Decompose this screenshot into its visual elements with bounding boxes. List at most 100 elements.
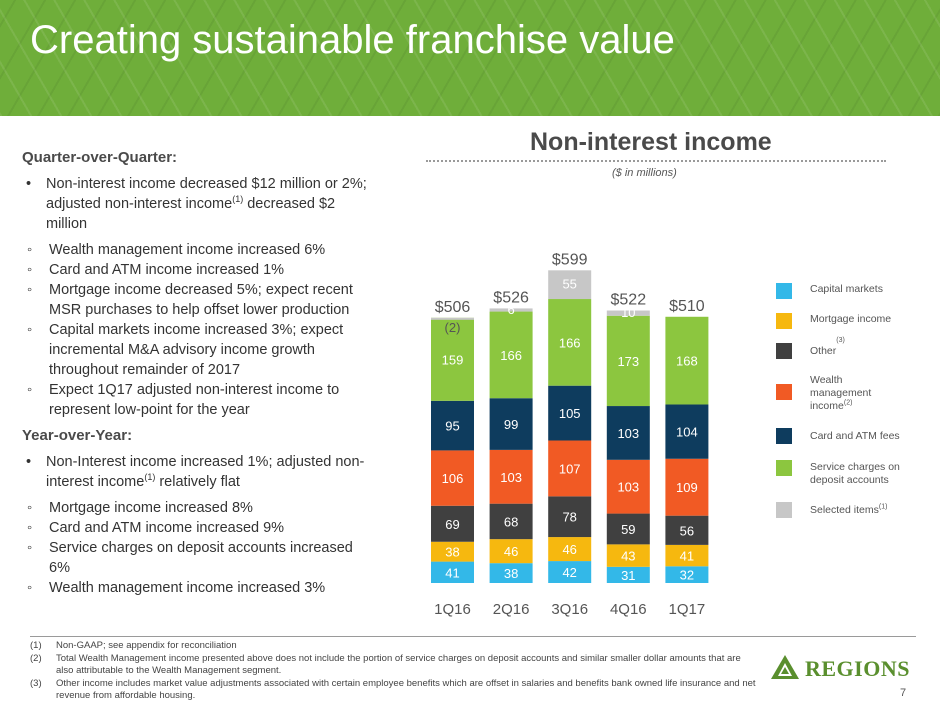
data-label: 10 — [621, 305, 635, 320]
data-label: 69 — [445, 517, 459, 532]
bar-segment — [548, 537, 592, 562]
header-banner: Creating sustainable franchise value — [0, 0, 940, 116]
data-label: 103 — [617, 480, 639, 495]
legend-swatch — [776, 343, 792, 359]
qoq-bullet-text-end: decreased $2 million — [46, 196, 336, 232]
triangle-logo-icon — [771, 655, 799, 679]
data-label: 104 — [676, 425, 698, 440]
data-label: 103 — [500, 470, 522, 485]
data-label: 168 — [676, 354, 698, 369]
qoq-sub-item: Capital markets income increased 3%; exp… — [22, 320, 367, 380]
total-label: $510 — [669, 298, 705, 315]
data-label: 159 — [442, 352, 464, 367]
total-label: $506 — [435, 299, 471, 316]
bar-segment — [606, 459, 650, 514]
qoq-heading: Quarter-over-Quarter: — [22, 149, 178, 166]
total-label: $522 — [611, 292, 647, 309]
legend-label: Other(3) — [810, 336, 845, 358]
data-label: 107 — [559, 461, 581, 476]
legend-swatch — [776, 460, 792, 476]
x-tick-label: 3Q16 — [551, 601, 588, 618]
chart-subtitle: ($ in millions) — [612, 167, 677, 179]
bar-segment — [665, 515, 709, 545]
bar-segment — [548, 496, 592, 538]
bar-segment — [548, 385, 592, 441]
x-tick-label: 1Q16 — [434, 601, 471, 618]
yoy-bullet: Non-Interest income increased 1%; adjust… — [22, 452, 367, 492]
bar-segment — [431, 450, 474, 506]
qoq-sub-item: Wealth management income increased 6% — [22, 240, 367, 260]
footnote-divider — [30, 636, 916, 637]
qoq-sub-item: Expect 1Q17 adjusted non-interest income… — [22, 380, 367, 420]
data-label: 99 — [504, 417, 518, 432]
data-label: 105 — [559, 406, 581, 421]
data-label: 103 — [617, 426, 639, 441]
title-divider — [426, 160, 886, 162]
bar-segment — [665, 566, 709, 583]
legend-swatch — [776, 502, 792, 518]
data-label: 106 — [442, 471, 464, 486]
legend-label: Card and ATM fees — [810, 430, 900, 442]
footnote-number: (1) — [30, 640, 42, 651]
bar-segment — [665, 404, 709, 459]
x-tick-label: 1Q17 — [669, 601, 706, 618]
bar-segment — [606, 315, 650, 407]
x-tick-label: 4Q16 — [610, 601, 647, 618]
total-label: $599 — [552, 251, 588, 268]
stacked-bar-chart: 41 38 69 106 95 159 (2) $506 1Q16 38 46 68 103 99 166 6… — [431, 251, 709, 618]
bar-segment — [489, 539, 533, 564]
data-label: 166 — [500, 348, 522, 363]
footnote-text: Non-GAAP; see appendix for reconciliatio… — [56, 640, 237, 651]
bar-segment — [431, 317, 474, 320]
bar-segment — [548, 299, 592, 386]
data-label: 38 — [445, 545, 459, 560]
legend-label: Selected items(1) — [810, 503, 888, 517]
legend-swatch — [776, 384, 792, 400]
data-label: 55 — [562, 276, 576, 291]
data-label: 42 — [562, 565, 576, 580]
x-tick-label: 2Q16 — [493, 601, 530, 618]
regions-logo: REGIONS — [770, 654, 915, 681]
data-label: 59 — [621, 522, 635, 537]
footnotes: (1) Non-GAAP; see appendix for reconcilia… — [30, 640, 760, 703]
footnote: (3) Other income includes market value ad… — [30, 678, 760, 703]
data-label: (2) — [445, 320, 461, 335]
legend-label: Service charges on deposit accounts — [810, 461, 900, 486]
chart-title: Non-interest income — [530, 128, 772, 156]
page-number: 7 — [900, 687, 907, 699]
yoy-sub-item: Wealth management income increased 3% — [22, 578, 367, 598]
data-label: 166 — [559, 335, 581, 350]
bar-segment — [548, 440, 592, 497]
bar-segment — [606, 544, 650, 567]
data-label: 78 — [562, 510, 576, 525]
bar-segment — [489, 503, 533, 540]
total-label: $526 — [493, 289, 529, 306]
bar-segment — [489, 308, 533, 312]
data-label: 173 — [617, 354, 639, 369]
qoq-bullet-footnote-ref: (1) — [232, 194, 244, 205]
footnote-text: Total Wealth Management income presented… — [56, 652, 741, 677]
footnote-text: Other income includes market value adjus… — [56, 677, 756, 702]
qoq-sub-item: Card and ATM income increased 1% — [22, 260, 367, 280]
data-label: 41 — [445, 565, 459, 580]
bar-segment — [606, 310, 650, 316]
qoq-sub-item: Mortgage income decreased 5%; expect rec… — [22, 280, 367, 320]
bar-segment — [665, 458, 709, 516]
yoy-heading: Year-over-Year: — [22, 427, 133, 444]
data-label: 95 — [445, 419, 459, 434]
bar-segment — [665, 544, 709, 567]
data-label: 46 — [562, 542, 576, 557]
yoy-sub-item: Card and ATM income increased 9% — [22, 518, 367, 538]
footnote-number: (3) — [30, 677, 42, 689]
yoy-sub-item: Service charges on deposit accounts incr… — [22, 538, 367, 578]
footnote: (1) Non-GAAP; see appendix for reconcilia… — [30, 640, 760, 653]
legend-label: Capital markets — [810, 283, 883, 295]
qoq-bullet-text: Non-interest income decreased $12 millio… — [46, 176, 367, 212]
footnote: (2) Total Wealth Management income presen… — [30, 653, 760, 678]
bar-segment — [489, 449, 533, 504]
legend-swatch — [776, 283, 792, 299]
data-label: 68 — [504, 514, 518, 529]
yoy-sub-item: Mortgage income increased 8% — [22, 498, 367, 518]
legend-label: Wealth management income(2) — [810, 374, 872, 412]
bar-segment — [548, 561, 592, 583]
